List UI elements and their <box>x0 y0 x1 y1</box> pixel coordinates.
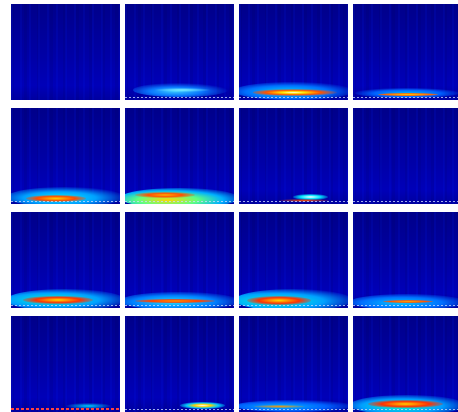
spectrogram-panel-r2c2 <box>125 108 234 204</box>
spectrogram-panel-r3c3 <box>239 212 348 308</box>
spectrogram-panel-r2c3 <box>239 108 348 204</box>
spectrogram-panel-r3c1 <box>11 212 120 308</box>
spectrogram-panel-r1c4 <box>353 4 458 100</box>
spectrogram-panel-r4c3 <box>239 316 348 412</box>
spectrogram-panel-r2c1 <box>11 108 120 204</box>
spectrogram-panel-r1c1 <box>11 4 120 100</box>
spectrogram-panel-r4c4 <box>353 316 458 412</box>
spectrogram-panel-r4c1 <box>11 316 120 412</box>
spectrogram-panel-r3c2 <box>125 212 234 308</box>
spectrogram-panel-r3c4 <box>353 212 458 308</box>
spectrogram-panel-r1c2 <box>125 4 234 100</box>
spectrogram-panel-r4c2 <box>125 316 234 412</box>
spectrogram-panel-r1c3 <box>239 4 348 100</box>
spectrogram-panel-r2c4 <box>353 108 458 204</box>
